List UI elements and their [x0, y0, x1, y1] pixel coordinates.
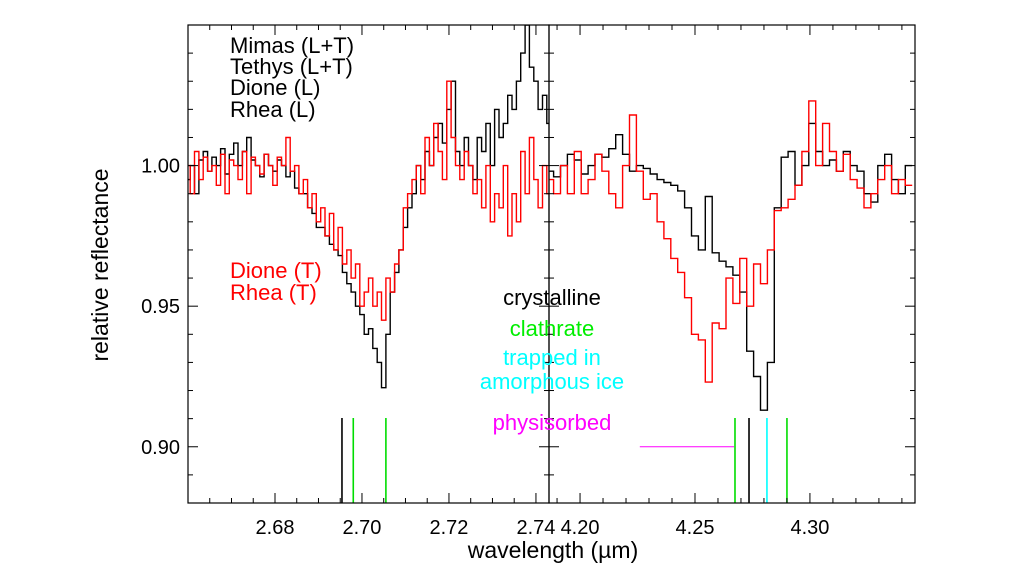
x-tick-label: 2.68 [256, 517, 295, 539]
legend-entry-mimas: Mimas (L+T) [230, 33, 354, 58]
legend-entry-dione-l: Dione (L) [230, 75, 320, 100]
x-tick-label: 2.72 [429, 517, 468, 539]
y-axis-label: relative reflectance [87, 168, 113, 361]
legend-entry-tethys: Tethys (L+T) [230, 54, 353, 79]
annotation-trapped: trapped in [503, 345, 601, 370]
legend-entry-rhea-l: Rhea (L) [230, 97, 316, 122]
y-tick-label: 0.90 [141, 437, 180, 459]
series-line-red-panel-2 [549, 100, 913, 383]
x-tick-label: 4.30 [790, 517, 829, 539]
x-tick-label: 4.25 [676, 517, 715, 539]
legend: Mimas (L+T) Tethys (L+T) Dione (L) Rhea … [230, 33, 354, 305]
y-tick-label: 0.95 [141, 296, 180, 318]
panel-frame-2 [548, 24, 916, 504]
x-tick-label: 4.20 [561, 517, 600, 539]
x-axis-label: wavelength (µm) [467, 537, 638, 563]
annotation-clathrate: clathrate [510, 316, 594, 341]
legend-entry-dione-t: Dione (T) [230, 258, 322, 283]
series-line-red-panel-1 [188, 80, 549, 321]
annotation-physisorbed: physisorbed [493, 410, 612, 435]
series-line-black-panel-1 [188, 25, 549, 389]
x-tick-label: 2.70 [343, 517, 382, 539]
annotation-crystalline: crystalline [503, 285, 601, 310]
y-tick-label: 1.00 [141, 156, 180, 178]
annotations: crystalline clathrate trapped in amorpho… [480, 285, 624, 435]
annotation-amorphous: amorphous ice [480, 369, 624, 394]
legend-entry-rhea-t: Rhea (T) [230, 280, 317, 305]
x-tick-label: 2.74 [516, 517, 555, 539]
